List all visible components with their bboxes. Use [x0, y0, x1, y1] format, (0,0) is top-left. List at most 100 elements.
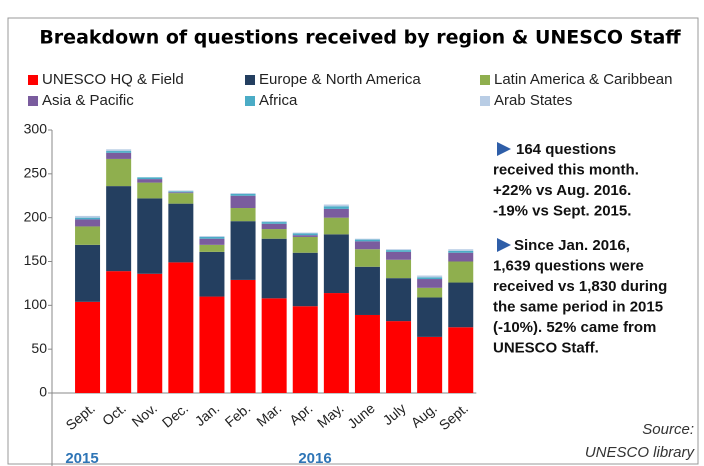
bar-segment — [323, 234, 349, 294]
bar-segment — [417, 297, 443, 337]
bar-segment — [448, 327, 474, 393]
bar-segment — [230, 208, 256, 222]
x-tick-label: Jan. — [192, 400, 223, 429]
bar-segment — [168, 192, 194, 194]
bar-segment — [199, 236, 225, 239]
legend-swatch — [245, 75, 255, 85]
legend-label: Africa — [259, 92, 298, 109]
bar-segment — [230, 195, 256, 209]
bar-segment — [354, 249, 380, 267]
bar-segment — [137, 273, 163, 393]
legend-swatch — [480, 75, 490, 85]
bar-segment — [386, 250, 412, 252]
bar-segment — [323, 206, 349, 209]
bar-segment — [417, 279, 443, 288]
annotation: received this month. — [493, 161, 639, 178]
bar-segment — [106, 158, 132, 187]
bar-segment — [354, 266, 380, 315]
bar-segment — [417, 336, 443, 393]
bar-segment — [292, 233, 318, 236]
chart-title: Breakdown of questions received by regio… — [39, 27, 681, 49]
legend-swatch — [28, 96, 38, 106]
bar-segment — [75, 217, 101, 220]
bullet — [497, 142, 511, 156]
x-tick-label: Aug. — [408, 400, 440, 431]
bar-segment — [417, 277, 443, 280]
legend-swatch — [480, 96, 490, 106]
bar-segment — [354, 241, 380, 250]
bar-segment — [448, 249, 474, 251]
x-tick-label: Apr. — [286, 400, 315, 428]
annotation: Since Jan. 2016, — [514, 237, 630, 254]
y-tick-label: 200 — [24, 208, 48, 224]
bar-segment — [75, 301, 101, 393]
x-tick-label: Oct. — [99, 400, 129, 429]
bar-segment — [448, 282, 474, 328]
bar-segment — [199, 244, 225, 252]
bar-segment — [323, 204, 349, 207]
bar-segment — [106, 152, 132, 159]
legend-label: Latin America & Caribbean — [494, 71, 672, 88]
x-tick-label: Dec. — [159, 400, 191, 431]
bar-segment — [106, 271, 132, 393]
bar-segment — [386, 251, 412, 260]
bar-segment — [292, 235, 318, 237]
annotation: received vs 1,830 during — [493, 278, 667, 295]
bar-segment — [261, 221, 287, 223]
bar-segment — [261, 298, 287, 393]
legend-swatch — [28, 75, 38, 85]
bar-segment — [323, 217, 349, 235]
legend-label: Arab States — [494, 92, 572, 109]
bar-segment — [292, 306, 318, 393]
bar-segment — [323, 208, 349, 218]
bar-segment — [106, 186, 132, 272]
legend-label: Asia & Pacific — [42, 92, 134, 109]
x-tick-label: Nov. — [129, 400, 161, 430]
bar-segment — [354, 239, 380, 242]
y-tick-label: 0 — [39, 384, 47, 400]
annotation: (-10%). 52% came from — [493, 319, 656, 336]
x-tick-label: June — [344, 400, 378, 432]
bar-segment — [75, 226, 101, 245]
bar-segment — [448, 252, 474, 262]
x-tick-label: Feb. — [222, 400, 254, 430]
x-tick-label: July — [379, 400, 408, 428]
bar-segment — [137, 182, 163, 199]
bar-segment — [168, 193, 194, 204]
bar-segment — [386, 249, 412, 251]
bar-segment — [417, 287, 443, 298]
bar-segment — [417, 275, 443, 278]
bar-segment — [137, 177, 163, 180]
bar-segment — [75, 219, 101, 227]
bar-segment — [106, 149, 132, 152]
x-tick-label: Sept. — [436, 400, 471, 433]
x-tick-label: Mar. — [253, 400, 284, 430]
bar-segment — [386, 278, 412, 322]
bar-segment — [323, 293, 349, 393]
bar-segment — [261, 229, 287, 239]
bar-segment — [230, 221, 256, 280]
bullet — [497, 238, 511, 252]
bar-segment — [199, 251, 225, 297]
bar-segment — [230, 193, 256, 194]
bar-segment — [292, 232, 318, 234]
annotation: UNESCO Staff. — [493, 339, 599, 356]
bar-segment — [261, 222, 287, 224]
y-tick-label: 100 — [24, 296, 48, 312]
bar-segment — [230, 279, 256, 393]
source: Source: — [642, 421, 694, 438]
bar-segment — [168, 262, 194, 393]
annotation: 1,639 questions were — [493, 257, 644, 274]
bar-segment — [448, 261, 474, 283]
bar-segment — [199, 238, 225, 245]
bar-segment — [354, 314, 380, 393]
source: UNESCO library — [585, 444, 696, 461]
y-tick-label: 250 — [24, 165, 48, 181]
bar-segment — [261, 223, 287, 230]
annotation: the same period in 2015 — [493, 298, 663, 315]
bar-segment — [137, 198, 163, 274]
bar-segment — [448, 250, 474, 253]
bar-segment — [75, 215, 101, 218]
y-tick-label: 300 — [24, 121, 48, 137]
